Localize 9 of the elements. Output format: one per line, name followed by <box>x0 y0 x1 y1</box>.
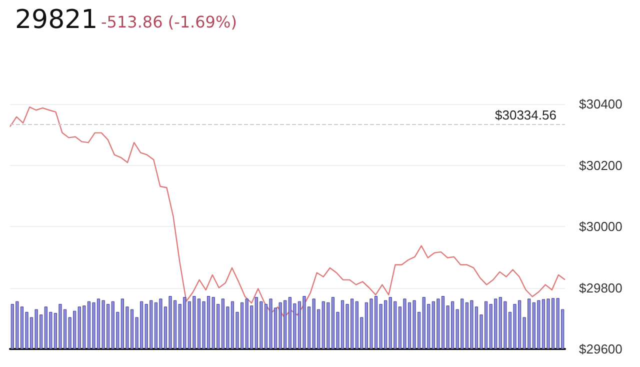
y-tick-label: $30200 <box>579 158 622 173</box>
line-series <box>9 106 566 318</box>
y-tick-label: $30000 <box>579 219 622 234</box>
y-tick-label: $29800 <box>579 280 622 296</box>
ref-line-label: $30334.56 <box>495 108 556 123</box>
y-tick-label: $30400 <box>579 96 622 112</box>
y-tick-label: $29600 <box>579 342 622 356</box>
chart-title: 29821 <box>15 5 98 35</box>
chart-subtitle: -513.86 (-1.69%) <box>101 12 237 32</box>
